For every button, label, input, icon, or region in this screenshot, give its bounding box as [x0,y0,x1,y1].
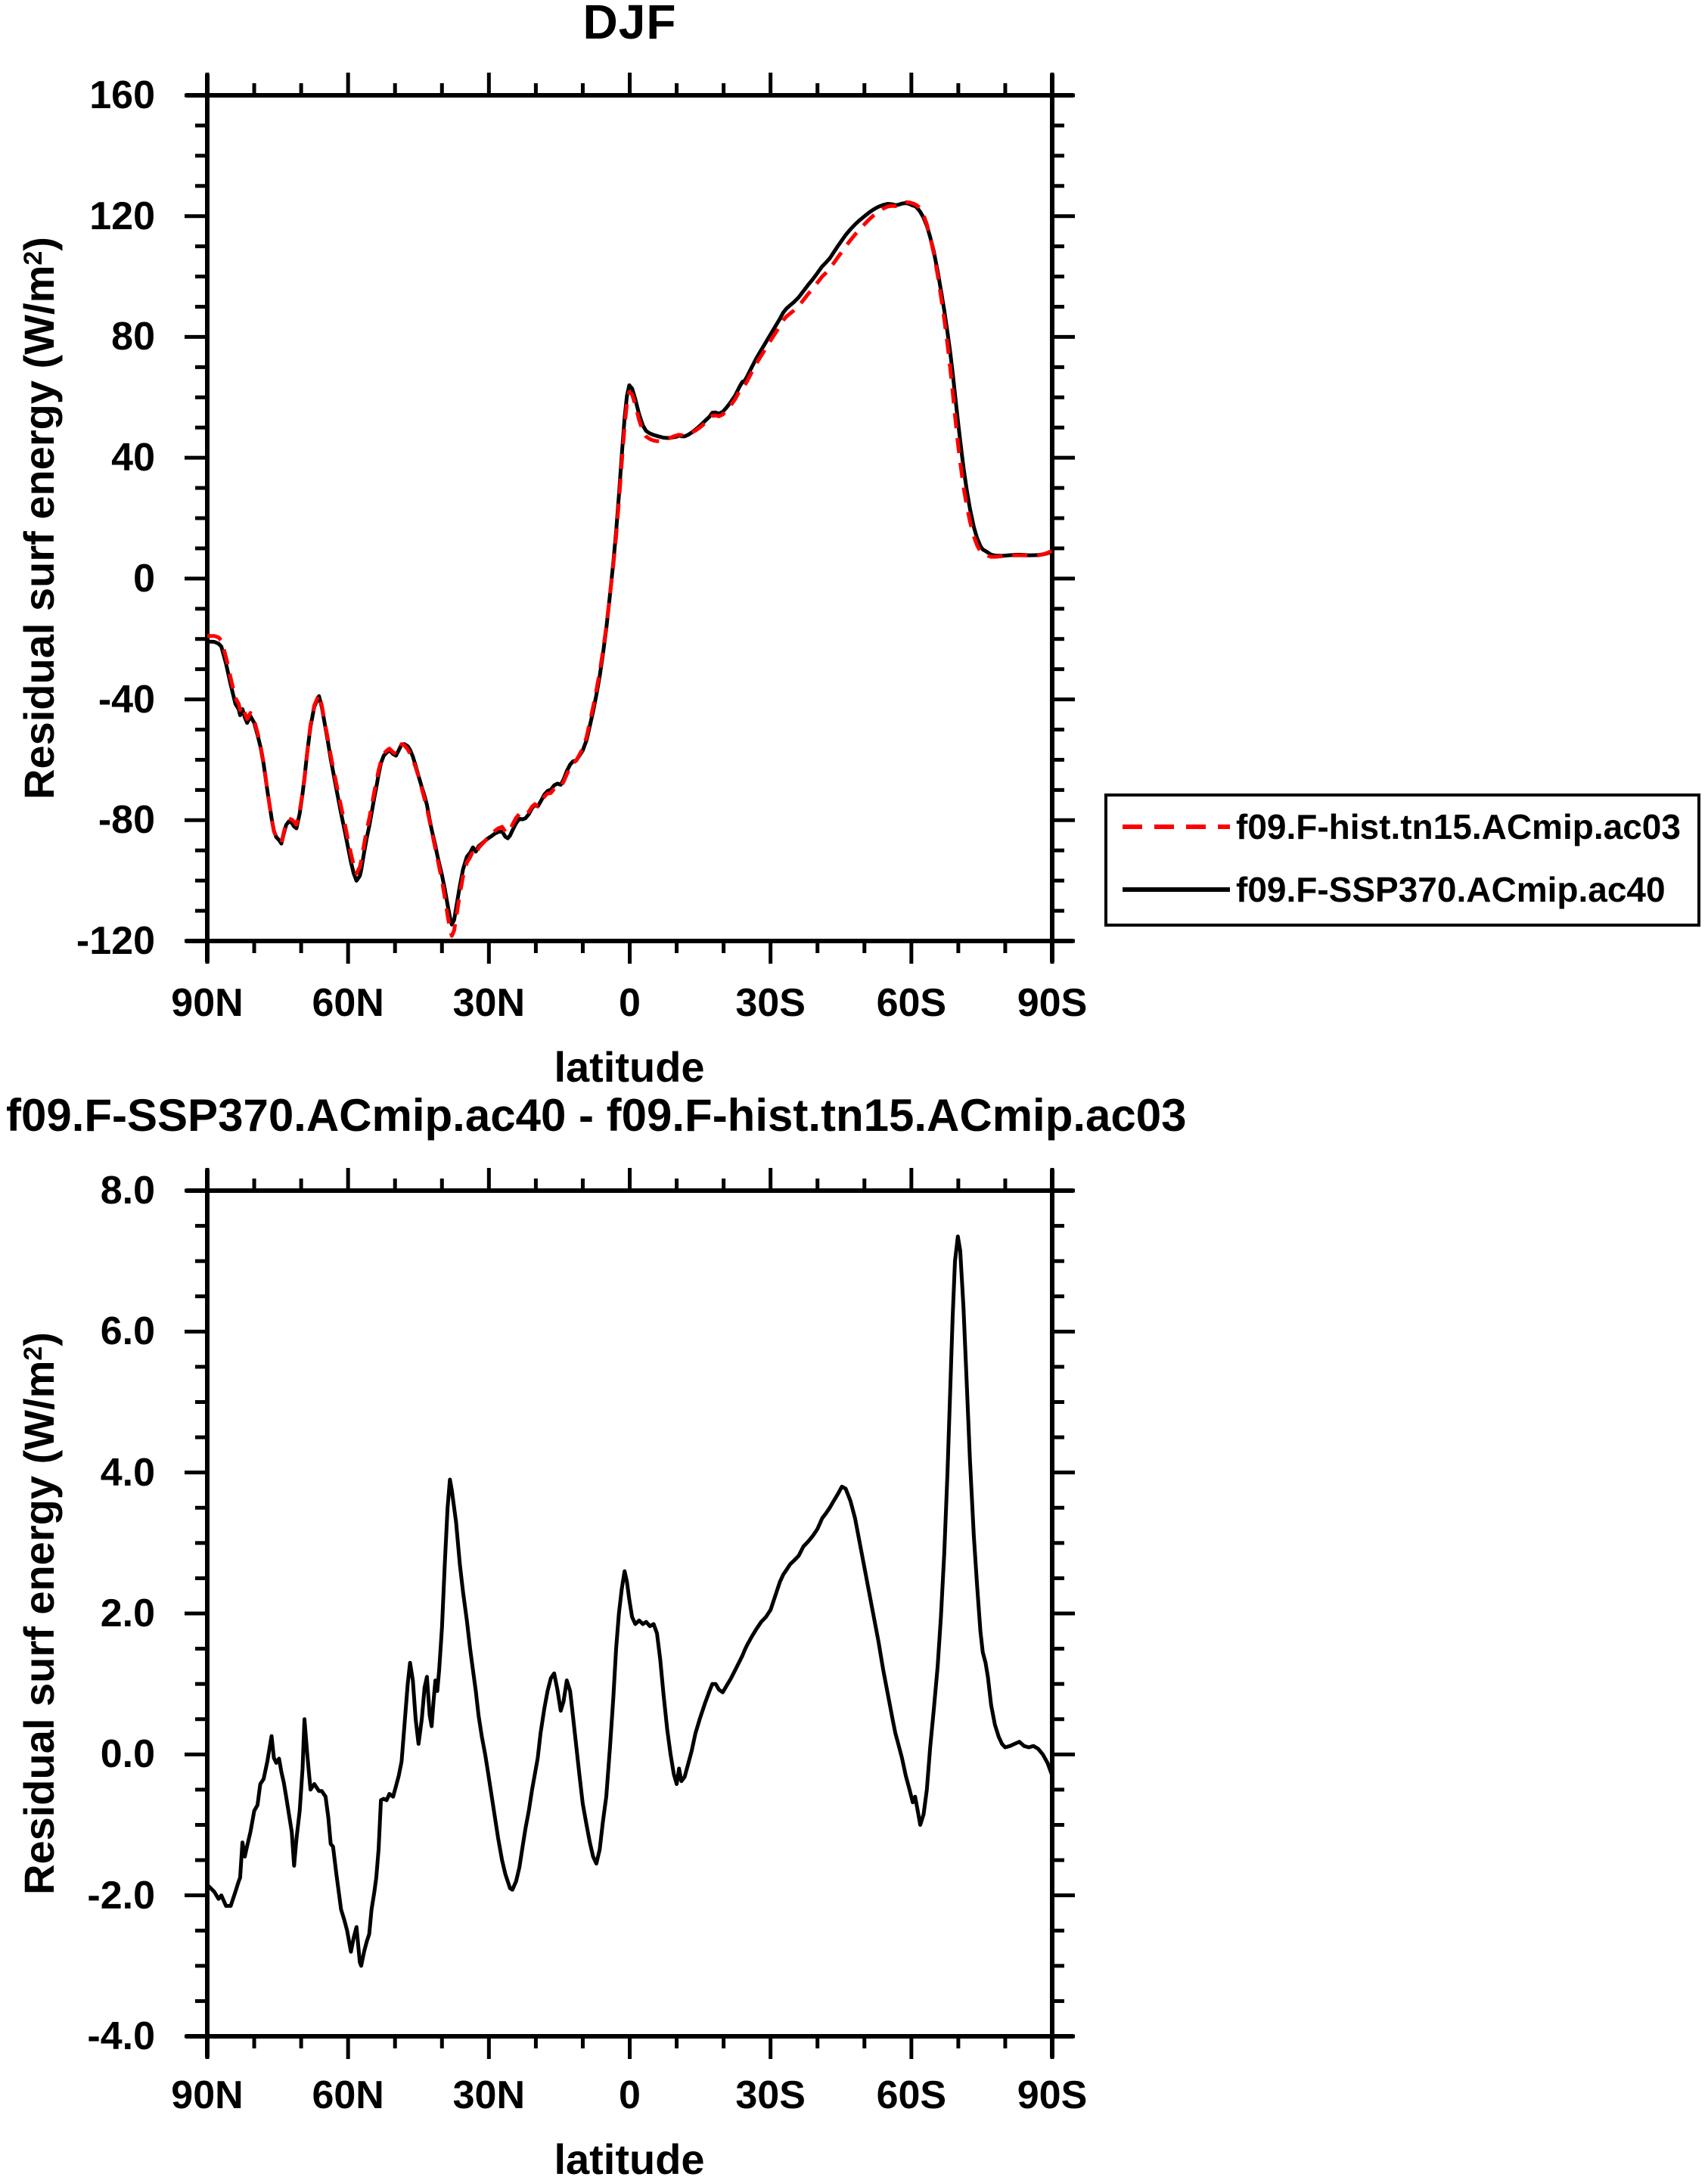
x-tick-label: 60S [876,2073,947,2117]
y-axis-label-sup: 2 [19,250,48,266]
y-tick-label: 0 [133,556,155,601]
y-tick-label: 2.0 [100,1592,155,1635]
y-tick-label: -2.0 [87,1873,155,1918]
y-tick-label: 6.0 [100,1309,155,1354]
y-tick-label: -120 [76,919,155,963]
x-tick-label: 30N [452,2073,526,2117]
x-tick-label: 0 [619,981,641,1025]
y-tick-label: 120 [89,194,155,238]
bottom-chart-title: f09.F-SSP370.ACmip.ac40 - f09.F-hist.tn1… [6,1090,1187,1141]
legend-swatch-red-dashed-line [1123,825,1230,829]
x-tick-label: 30S [735,2073,806,2117]
y-tick-label: 8.0 [100,1169,155,1213]
y-tick-label: 0.0 [100,1732,155,1777]
x-tick-label: 90S [1017,2073,1088,2117]
y-tick-label: -4.0 [87,2014,155,2058]
top-chart-x-axis-label: latitude [554,1043,705,1091]
top-chart-line-ssp370 [207,201,1053,927]
legend-label-ssp: f09.F-SSP370.ACmip.ac40 [1236,870,1666,909]
bottom-chart-x-axis-label: latitude [554,2135,705,2177]
top-chart-y-axis-label: Residual surf energy (W/m2) [14,178,64,859]
x-tick-label: 60S [876,981,947,1025]
legend-box: f09.F-hist.tn15.ACmip.ac03 f09.F-SSP370.… [1104,793,1700,927]
legend-label-hist: f09.F-hist.tn15.ACmip.ac03 [1236,807,1681,846]
x-tick-label: 30S [735,981,806,1025]
y-tick-label: 40 [111,436,155,480]
y-tick-label: -80 [98,798,155,843]
legend-entry-hist: f09.F-hist.tn15.ACmip.ac03 [1123,804,1681,849]
bottom-chart-line-difference [206,1234,1054,1968]
top-chart-title: DJF [582,0,677,49]
y-tick-label: 160 [89,73,155,117]
x-tick-label: 0 [619,2073,641,2117]
x-tick-label: 60N [312,2073,384,2117]
y-tick-label: 4.0 [100,1450,155,1495]
legend-swatch-black-solid-line [1123,887,1230,892]
x-tick-label: 90S [1017,981,1088,1025]
x-tick-label: 90N [171,981,244,1025]
x-tick-label: 30N [452,981,526,1025]
legend-entry-ssp: f09.F-SSP370.ACmip.ac40 [1123,867,1666,912]
y-tick-label: -40 [98,677,155,722]
y-axis-label-suffix: ) [15,237,63,251]
x-tick-label: 90N [171,2073,244,2117]
x-tick-label: 60N [312,981,384,1025]
top-chart-line-hist-dashed [207,200,1054,938]
y-tick-label: 80 [111,315,155,359]
